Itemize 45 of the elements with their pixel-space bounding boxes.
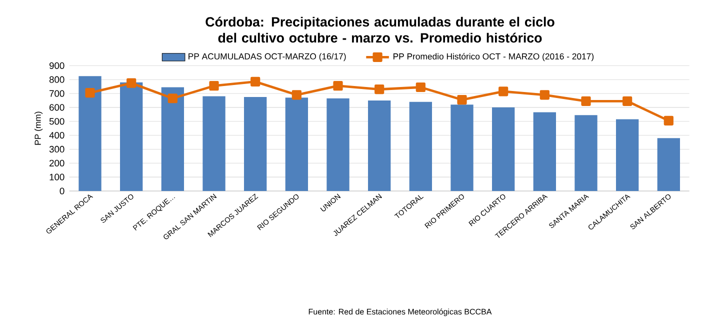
bar <box>78 76 102 191</box>
bar <box>326 98 350 191</box>
point <box>581 96 591 106</box>
point <box>457 94 467 105</box>
point <box>374 84 384 94</box>
source-note: Fuente: Red de Estaciones Meteorológicas BCCBA <box>308 308 492 316</box>
y-tick-label: 100 <box>50 174 64 180</box>
bar <box>202 96 226 191</box>
y-tick-label: 700 <box>50 90 64 97</box>
point <box>168 94 178 104</box>
y-tick-label: 900 <box>50 62 64 69</box>
bar <box>244 96 267 191</box>
y-tick-label: 300 <box>49 146 64 153</box>
bar <box>450 104 474 191</box>
point <box>416 82 426 92</box>
bar <box>409 102 432 191</box>
point <box>664 116 674 126</box>
point <box>209 81 219 91</box>
y-axis-title: PP (mm) <box>34 112 43 145</box>
y-tick-label: 0 <box>60 188 64 194</box>
point <box>498 86 508 96</box>
bar <box>368 100 391 191</box>
y-tick-label: 200 <box>50 160 64 166</box>
y-tick-label: 800 <box>49 76 64 83</box>
y-tick-label: 600 <box>50 104 64 111</box>
point <box>622 96 632 106</box>
legend-label: PP Promedio Histórico OCT - MARZO (2016 - 2017) <box>394 53 594 62</box>
legend-label: PP ACUMULADAS OCT-MARZO (16/17) <box>188 53 346 62</box>
point <box>250 76 260 86</box>
point <box>292 90 302 100</box>
point <box>126 78 136 88</box>
point <box>85 88 95 98</box>
y-tick-label: 500 <box>49 118 64 125</box>
bar <box>616 119 639 191</box>
bar <box>492 107 515 191</box>
bar <box>657 138 680 191</box>
bar <box>161 87 184 191</box>
bar <box>574 115 598 191</box>
point <box>540 90 550 100</box>
chart-title: Córdoba: Precipitaciones acumuladas durante el ciclo del cultivo octubre - marzo vs. Promedio histórico <box>206 16 554 43</box>
bar <box>285 98 308 191</box>
bar <box>533 112 556 191</box>
point <box>333 81 343 91</box>
y-tick-label: 400 <box>49 132 64 139</box>
bar <box>120 82 143 191</box>
